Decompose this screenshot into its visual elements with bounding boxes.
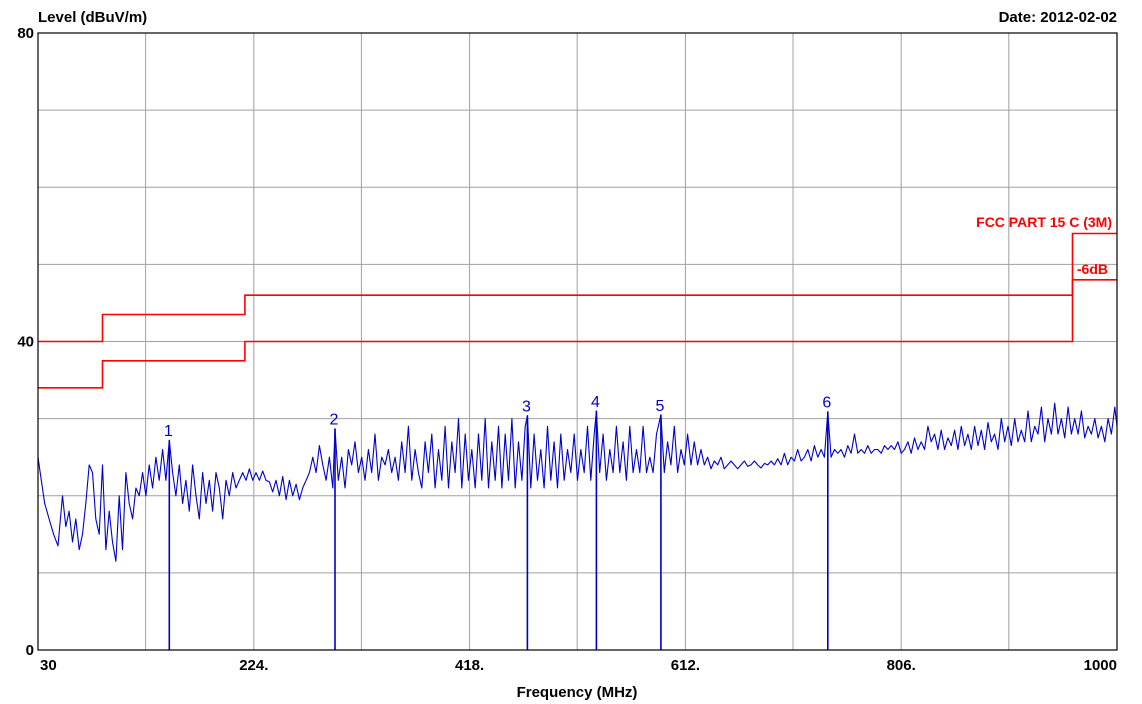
margin-line-label: -6dB <box>1077 261 1108 277</box>
plot-frame <box>37 32 1118 651</box>
marker-label-6: 6 <box>822 395 831 412</box>
emission-trace <box>37 402 1118 562</box>
marker-label-1: 1 <box>164 423 173 440</box>
y-tick-label-2: 80 <box>17 25 34 42</box>
y-axis-label: Level (dBuV/m) <box>38 9 147 26</box>
marker-label-2: 2 <box>330 412 339 429</box>
peak-markers: 1 2 3 4 5 6 <box>164 394 831 650</box>
margin-line <box>38 278 1117 389</box>
limit-line <box>38 232 1117 343</box>
marker-label-4: 4 <box>591 394 600 411</box>
y-tick-label-1: 40 <box>17 334 34 351</box>
x-tick-label-5: 1000 <box>1084 657 1117 674</box>
date-label: Date: 2012-02-02 <box>999 9 1117 26</box>
x-tick-label-3: 612. <box>671 657 700 674</box>
tick-labels: 30 224. 418. 612. 806. 1000 0 40 80 <box>17 25 1117 674</box>
limit-line-label: FCC PART 15 C (3M) <box>976 214 1112 230</box>
x-axis-label: Frequency (MHz) <box>517 684 638 701</box>
x-tick-label-4: 806. <box>887 657 916 674</box>
limit-lines <box>38 232 1117 389</box>
x-tick-label-2: 418. <box>455 657 484 674</box>
x-tick-label-0: 30 <box>40 657 57 674</box>
trace-series-0 <box>37 402 1118 562</box>
y-tick-label-0: 0 <box>26 642 34 659</box>
marker-label-3: 3 <box>522 399 531 416</box>
marker-label-5: 5 <box>655 398 664 415</box>
x-tick-label-1: 224. <box>239 657 268 674</box>
